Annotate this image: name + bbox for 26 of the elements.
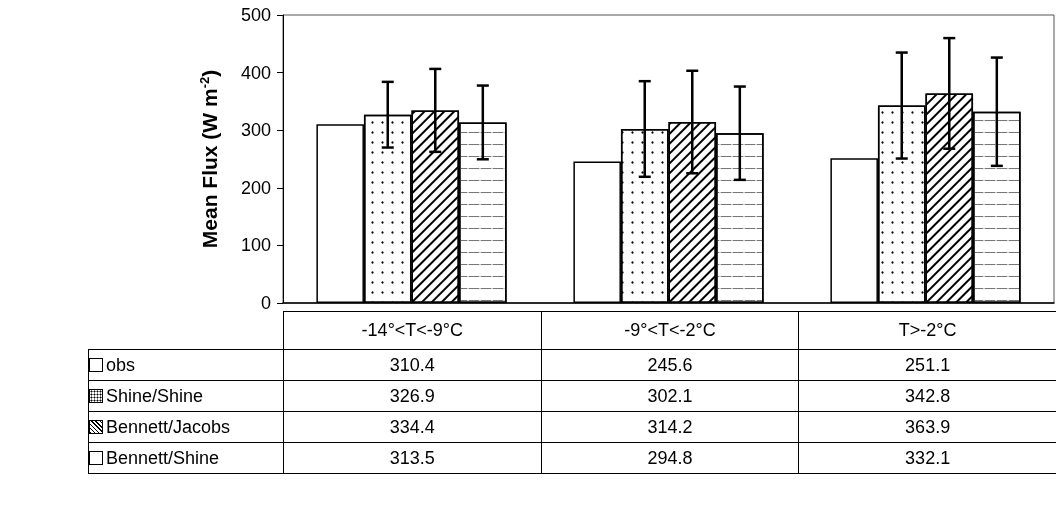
data-label: 342.8 (798, 380, 1056, 412)
data-label: 245.6 (541, 349, 799, 381)
data-label: 334.4 (283, 411, 542, 443)
x-tick-label: -9°<T<-2°C (541, 311, 799, 350)
data-label: 294.8 (541, 442, 799, 474)
y-tick-label: 0 (260, 293, 271, 313)
legend-label: Shine/Shine (88, 380, 284, 412)
legend-label: Bennett/Shine (88, 442, 284, 474)
data-label: 326.9 (283, 380, 542, 412)
data-label: 302.1 (541, 380, 799, 412)
y-tick-label: 500 (240, 5, 271, 25)
y-tick-label: 300 (240, 120, 271, 141)
x-tick-label: -14°<T<-9°C (283, 311, 542, 350)
data-label: 363.9 (798, 411, 1056, 443)
y-tick-label: 200 (240, 177, 271, 198)
data-label: 332.1 (798, 442, 1056, 474)
data-label: 310.4 (283, 349, 542, 381)
y-tick-label: 100 (240, 235, 271, 256)
data-label: 313.5 (283, 442, 542, 474)
legend-label: obs (88, 349, 284, 381)
legend-label: Bennett/Jacobs (88, 411, 284, 443)
y-axis-title: Mean Flux (W m-2) (197, 69, 221, 249)
y-tick-label: 400 (240, 62, 271, 83)
data-label: 251.1 (798, 349, 1056, 381)
x-tick-label: T>-2°C (798, 311, 1056, 350)
data-label: 314.2 (541, 411, 799, 443)
